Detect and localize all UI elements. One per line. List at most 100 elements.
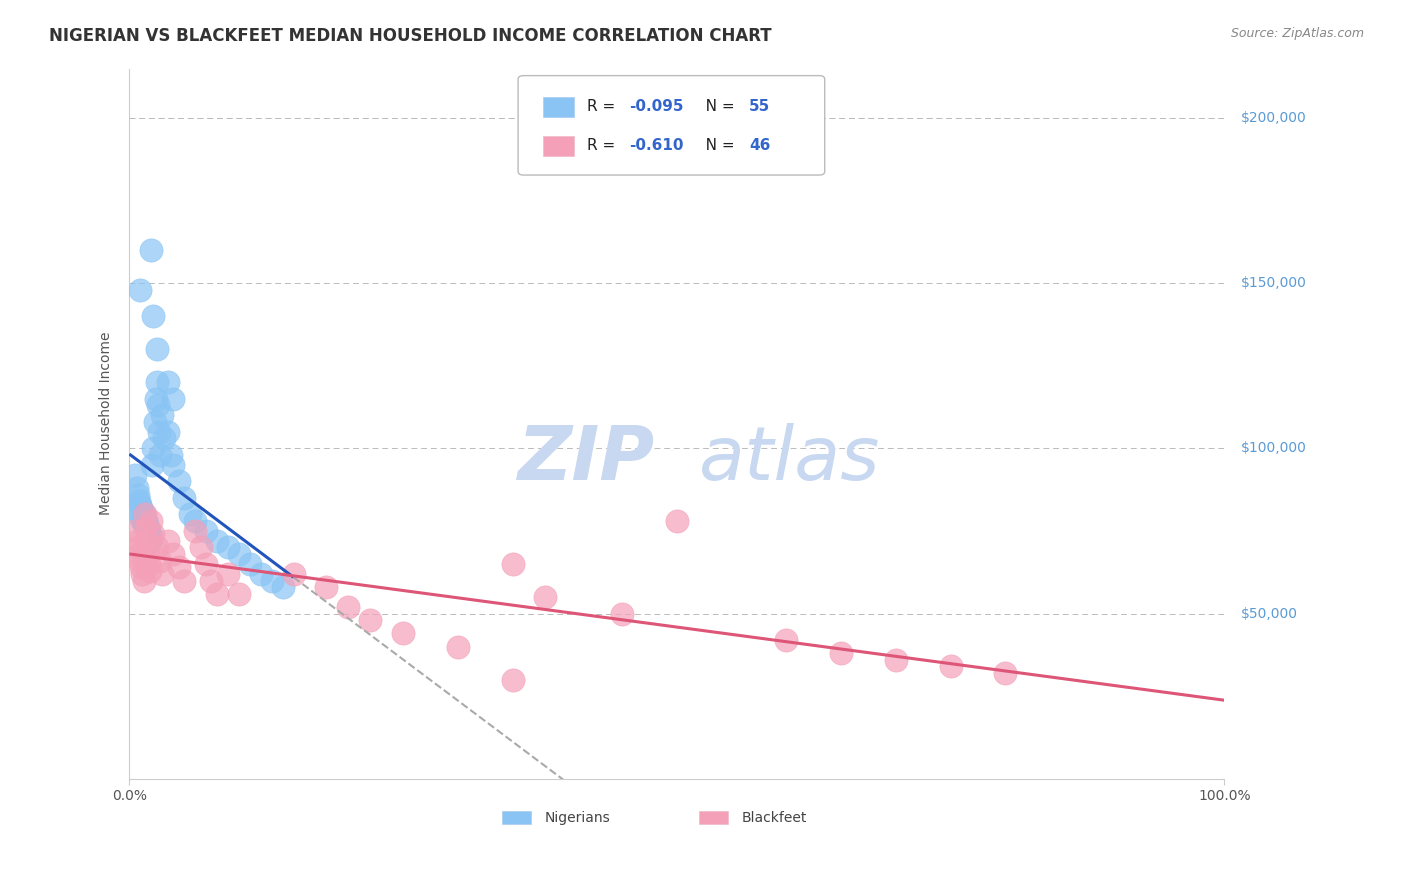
Text: Source: ZipAtlas.com: Source: ZipAtlas.com: [1230, 27, 1364, 40]
Point: [775, 632, 797, 647]
Point: [135, 533, 157, 548]
Text: 55: 55: [749, 99, 770, 114]
Point: [156, 425, 179, 439]
Point: [337, 599, 360, 614]
Bar: [699, 812, 728, 824]
Point: [127, 541, 149, 555]
Point: [184, 514, 207, 528]
Text: $50,000: $50,000: [1241, 607, 1298, 621]
Text: Nigerians: Nigerians: [544, 811, 610, 825]
Point: [145, 376, 167, 390]
Point: [150, 566, 173, 581]
Point: [145, 343, 167, 357]
Point: [392, 626, 415, 640]
Point: [134, 510, 156, 524]
Point: [228, 587, 250, 601]
Point: [502, 557, 524, 571]
Point: [132, 517, 155, 532]
Point: [260, 574, 283, 588]
Point: [162, 458, 184, 472]
Point: [141, 243, 163, 257]
Text: atlas: atlas: [699, 423, 880, 495]
Point: [131, 504, 153, 518]
Point: [217, 541, 239, 555]
Bar: [543, 136, 574, 155]
Point: [665, 514, 688, 528]
Bar: [502, 812, 531, 824]
Point: [447, 640, 470, 654]
Point: [359, 613, 381, 627]
Point: [148, 425, 170, 439]
Text: $150,000: $150,000: [1241, 277, 1306, 290]
Text: Blackfeet: Blackfeet: [741, 811, 807, 825]
Point: [162, 547, 184, 561]
Point: [127, 488, 149, 502]
Text: ZIP: ZIP: [517, 423, 655, 496]
Point: [128, 494, 150, 508]
Text: N =: N =: [692, 138, 740, 153]
Point: [145, 392, 167, 406]
Point: [190, 541, 212, 555]
Point: [239, 557, 262, 571]
Point: [135, 514, 157, 528]
Point: [149, 554, 172, 568]
Point: [200, 574, 222, 588]
Point: [135, 517, 157, 532]
Point: [131, 500, 153, 515]
Point: [156, 533, 179, 548]
Text: R =: R =: [588, 138, 620, 153]
Point: [195, 557, 218, 571]
Point: [135, 524, 157, 538]
Point: [132, 574, 155, 588]
Point: [131, 510, 153, 524]
Text: -0.095: -0.095: [628, 99, 683, 114]
Point: [139, 533, 162, 548]
Point: [124, 524, 146, 538]
Point: [139, 527, 162, 541]
Text: 46: 46: [749, 138, 770, 153]
Point: [249, 566, 271, 581]
Point: [129, 498, 152, 512]
Point: [138, 531, 160, 545]
Text: NIGERIAN VS BLACKFEET MEDIAN HOUSEHOLD INCOME CORRELATION CHART: NIGERIAN VS BLACKFEET MEDIAN HOUSEHOLD I…: [49, 27, 772, 45]
Point: [173, 574, 195, 588]
Point: [142, 310, 165, 324]
Point: [939, 659, 962, 673]
Point: [125, 533, 148, 548]
Text: N =: N =: [692, 99, 740, 114]
Point: [228, 547, 250, 561]
Point: [129, 283, 152, 297]
Point: [205, 533, 228, 548]
Point: [994, 665, 1017, 680]
Point: [217, 566, 239, 581]
Point: [283, 566, 305, 581]
Point: [534, 590, 557, 604]
Point: [141, 531, 163, 545]
Point: [131, 514, 153, 528]
Point: [145, 541, 167, 555]
Point: [136, 547, 159, 561]
Point: [124, 467, 146, 482]
Point: [830, 646, 852, 660]
Point: [179, 508, 201, 522]
Point: [138, 557, 160, 571]
Point: [129, 508, 152, 522]
Y-axis label: Median Household Income: Median Household Income: [100, 332, 114, 516]
Point: [142, 442, 165, 456]
Point: [129, 554, 152, 568]
Point: [502, 673, 524, 687]
Point: [149, 448, 172, 462]
Point: [142, 527, 165, 541]
Point: [156, 376, 179, 390]
Text: $200,000: $200,000: [1241, 112, 1306, 125]
Point: [138, 524, 160, 538]
Point: [271, 580, 294, 594]
Point: [134, 508, 156, 522]
Point: [150, 409, 173, 423]
Point: [315, 580, 337, 594]
Point: [184, 524, 207, 538]
Point: [135, 521, 157, 535]
Point: [132, 508, 155, 522]
Point: [884, 653, 907, 667]
Point: [125, 481, 148, 495]
